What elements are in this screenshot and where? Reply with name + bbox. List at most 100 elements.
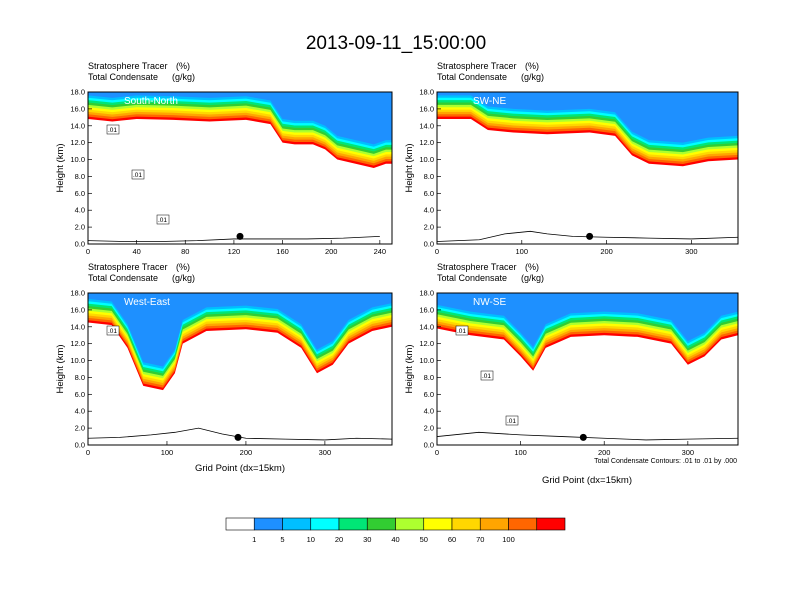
colorbar: 1 5 10 20 30 40 50 60 70 100 <box>225 517 566 544</box>
contour-label: .01 <box>108 328 117 335</box>
panel-south-north: Stratosphere Tracer (%) Total Condensate (g… <box>55 61 393 256</box>
subtitle-tracer-units: (%) <box>176 61 190 71</box>
tracer-band <box>88 293 392 367</box>
y-tick-label: 14.0 <box>419 121 434 130</box>
figure-title: 2013-09-11_15:00:00 <box>306 33 486 54</box>
y-tick-label: 8.0 <box>424 172 434 181</box>
subtitle-tracer: Stratosphere Tracer <box>88 61 168 71</box>
y-tick-label: 0.0 <box>424 240 434 249</box>
location-marker <box>234 433 242 441</box>
y-tick-label: 2.0 <box>75 223 85 232</box>
panel-nw-se: Stratosphere Tracer (%) Total Condensate (g… <box>404 262 739 457</box>
terrain-line <box>437 230 738 242</box>
contour-label-box <box>455 325 469 336</box>
panels: Stratosphere Tracer (%) Total Condensate (g… <box>55 61 739 486</box>
contour-label-box <box>156 214 170 225</box>
colorbar-swatch <box>451 517 481 531</box>
location-marker <box>579 433 587 441</box>
location-marker <box>236 232 244 240</box>
colorbar-swatch <box>479 517 509 531</box>
x-tick-label: 0 <box>435 448 439 457</box>
colorbar-swatch <box>508 517 538 531</box>
colorbar-label: 40 <box>391 535 399 544</box>
subtitle-condensate-units: (g/kg) <box>172 273 195 283</box>
location-marker <box>586 232 594 240</box>
y-tick-label: 12.0 <box>419 339 434 348</box>
colorbar-label: 60 <box>448 535 456 544</box>
panel-label: SW-NE <box>473 96 506 107</box>
contour-note: Total Condensate Contours: .01 to .01 by… <box>594 458 737 465</box>
y-axis-label: Height (km) <box>404 344 415 393</box>
y-tick-label: 12.0 <box>70 339 85 348</box>
contour-label: .01 <box>158 217 167 224</box>
contour-label: .01 <box>108 127 117 134</box>
contour-label: .01 <box>133 172 142 179</box>
plot-frame <box>436 292 739 446</box>
subtitle-tracer: Stratosphere Tracer <box>437 61 517 71</box>
contour-label: .01 <box>507 418 516 425</box>
colorbar-swatch <box>225 517 255 531</box>
panel-label: NW-SE <box>473 297 506 308</box>
subtitle-tracer-units: (%) <box>176 262 190 272</box>
panel-label: West-East <box>124 297 170 308</box>
x-tick-label: 300 <box>682 448 695 457</box>
colorbar-swatch <box>310 517 340 531</box>
y-tick-label: 4.0 <box>75 206 85 215</box>
plot-area <box>88 293 392 445</box>
contour-label: .01 <box>457 328 466 335</box>
colorbar-label: 50 <box>420 535 428 544</box>
x-tick-label: 240 <box>374 247 387 256</box>
y-tick-label: 10.0 <box>419 155 434 164</box>
plot-area <box>88 92 392 244</box>
panel-west-east: Stratosphere Tracer (%) Total Condensate (g… <box>55 262 393 457</box>
plot-frame <box>87 91 393 245</box>
colorbar-label: 5 <box>280 535 284 544</box>
x-tick-label: 200 <box>598 448 611 457</box>
y-axis-label: Height (km) <box>55 143 66 192</box>
y-tick-label: 4.0 <box>424 407 434 416</box>
subtitle-condensate: Total Condensate <box>437 72 507 82</box>
y-tick-label: 0.0 <box>75 240 85 249</box>
y-tick-label: 6.0 <box>75 189 85 198</box>
subtitle-tracer-units: (%) <box>525 262 539 272</box>
subtitle-condensate: Total Condensate <box>88 72 158 82</box>
subtitle-tracer: Stratosphere Tracer <box>437 262 517 272</box>
contour-label-box <box>131 169 145 180</box>
y-tick-label: 14.0 <box>419 322 434 331</box>
y-tick-label: 16.0 <box>419 305 434 314</box>
x-tick-label: 200 <box>600 247 613 256</box>
colorbar-label: 20 <box>335 535 343 544</box>
colorbar-swatch <box>338 517 368 531</box>
y-tick-label: 18.0 <box>70 88 85 97</box>
plot-frame <box>87 292 393 446</box>
subtitle-tracer: Stratosphere Tracer <box>88 262 168 272</box>
y-tick-label: 0.0 <box>424 441 434 450</box>
y-axis-label: Height (km) <box>55 344 66 393</box>
x-axis-label-right: Grid Point (dx=15km) <box>542 475 632 486</box>
plot-area <box>437 92 738 244</box>
x-tick-label: 160 <box>276 247 289 256</box>
contour-label-box <box>106 325 120 336</box>
y-tick-label: 12.0 <box>70 138 85 147</box>
subtitle-condensate: Total Condensate <box>437 273 507 283</box>
x-tick-label: 300 <box>319 448 332 457</box>
y-axis-label: Height (km) <box>404 143 415 192</box>
colorbar-label: 30 <box>363 535 371 544</box>
y-tick-label: 6.0 <box>75 390 85 399</box>
plot-frame <box>436 91 739 245</box>
colorbar-swatch <box>253 517 283 531</box>
colorbar-swatch <box>366 517 396 531</box>
x-tick-label: 200 <box>325 247 338 256</box>
y-tick-label: 18.0 <box>419 289 434 298</box>
subtitle-condensate-units: (g/kg) <box>521 273 544 283</box>
panel-sw-ne: Stratosphere Tracer (%) Total Condensate (g… <box>404 61 739 256</box>
y-tick-label: 8.0 <box>75 172 85 181</box>
y-tick-label: 8.0 <box>75 373 85 382</box>
colorbar-swatch <box>423 517 453 531</box>
y-tick-label: 2.0 <box>75 424 85 433</box>
y-tick-label: 2.0 <box>424 223 434 232</box>
y-tick-label: 10.0 <box>70 356 85 365</box>
y-tick-label: 0.0 <box>75 441 85 450</box>
contour-label-box <box>505 415 519 426</box>
